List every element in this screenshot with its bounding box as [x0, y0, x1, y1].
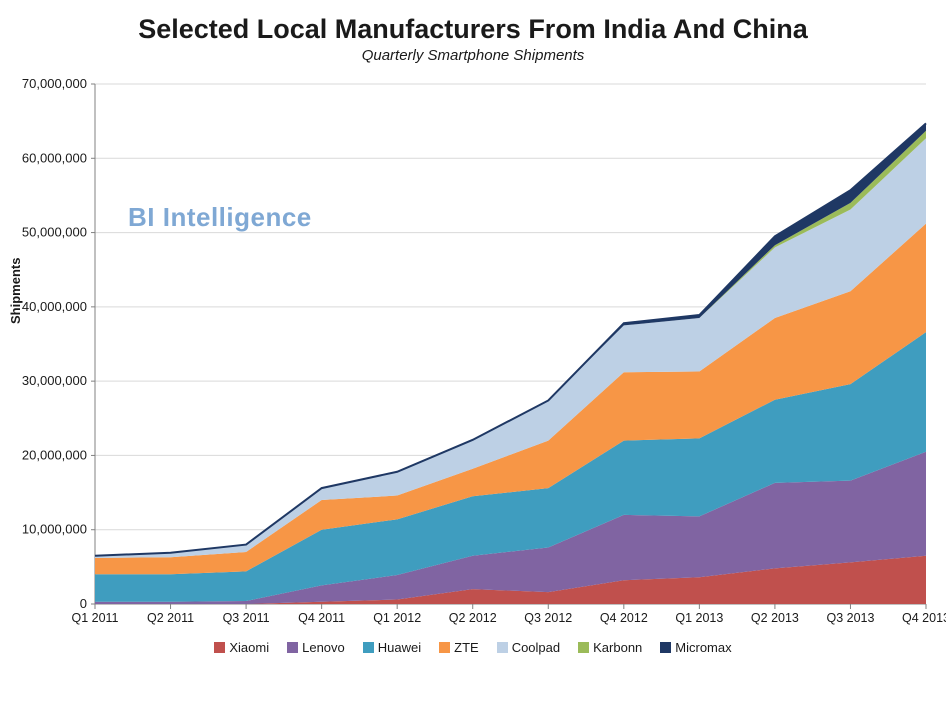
svg-text:0: 0: [80, 596, 87, 611]
svg-text:Q4 2011: Q4 2011: [298, 611, 345, 625]
legend-item-karbonn[interactable]: Karbonn: [578, 640, 642, 655]
svg-text:Q1 2011: Q1 2011: [71, 611, 118, 625]
legend-swatch-lenovo: [287, 642, 298, 653]
svg-text:Q3 2013: Q3 2013: [826, 611, 874, 625]
svg-text:10,000,000: 10,000,000: [22, 522, 87, 537]
legend-label-huawei: Huawei: [378, 640, 421, 655]
chart-subtitle: Quarterly Smartphone Shipments: [0, 47, 946, 64]
svg-text:Q1 2013: Q1 2013: [675, 611, 723, 625]
svg-text:Q2 2012: Q2 2012: [449, 611, 497, 625]
legend-item-lenovo[interactable]: Lenovo: [287, 640, 345, 655]
legend-swatch-xiaomi: [214, 642, 225, 653]
area-series-group: [95, 123, 926, 604]
legend-label-micromax: Micromax: [675, 640, 731, 655]
legend-label-xiaomi: Xiaomi: [229, 640, 269, 655]
legend-label-zte: ZTE: [454, 640, 479, 655]
legend-swatch-huawei: [363, 642, 374, 653]
legend-label-karbonn: Karbonn: [593, 640, 642, 655]
svg-text:Q4 2012: Q4 2012: [600, 611, 648, 625]
svg-text:Q3 2011: Q3 2011: [223, 611, 270, 625]
stacked-area-svg: 0 10,000,000 20,000,000 30,000,000 40,000,00…: [0, 74, 946, 634]
svg-text:30,000,000: 30,000,000: [22, 373, 87, 388]
legend-item-coolpad[interactable]: Coolpad: [497, 640, 560, 655]
legend-swatch-zte: [439, 642, 450, 653]
chart-legend: Xiaomi Lenovo Huawei ZTE Coolpad Karbonn…: [0, 634, 946, 655]
svg-text:Q3 2012: Q3 2012: [524, 611, 572, 625]
svg-text:40,000,000: 40,000,000: [22, 299, 87, 314]
svg-text:60,000,000: 60,000,000: [22, 150, 87, 165]
legend-item-huawei[interactable]: Huawei: [363, 640, 421, 655]
legend-item-xiaomi[interactable]: Xiaomi: [214, 640, 269, 655]
legend-label-coolpad: Coolpad: [512, 640, 560, 655]
svg-text:Q4 2013: Q4 2013: [902, 611, 946, 625]
legend-swatch-micromax: [660, 642, 671, 653]
svg-text:Q2 2013: Q2 2013: [751, 611, 799, 625]
svg-text:Q1 2012: Q1 2012: [373, 611, 421, 625]
legend-item-zte[interactable]: ZTE: [439, 640, 479, 655]
chart-title: Selected Local Manufacturers From India …: [0, 14, 946, 45]
legend-swatch-coolpad: [497, 642, 508, 653]
legend-label-lenovo: Lenovo: [302, 640, 345, 655]
svg-text:50,000,000: 50,000,000: [22, 225, 87, 240]
legend-swatch-karbonn: [578, 642, 589, 653]
legend-item-micromax[interactable]: Micromax: [660, 640, 731, 655]
chart-plot-area: Shipments BI Intelligence 0 10,000,000 20,…: [0, 74, 946, 634]
svg-text:Q2 2011: Q2 2011: [147, 611, 194, 625]
svg-text:70,000,000: 70,000,000: [22, 76, 87, 91]
svg-text:20,000,000: 20,000,000: [22, 447, 87, 462]
